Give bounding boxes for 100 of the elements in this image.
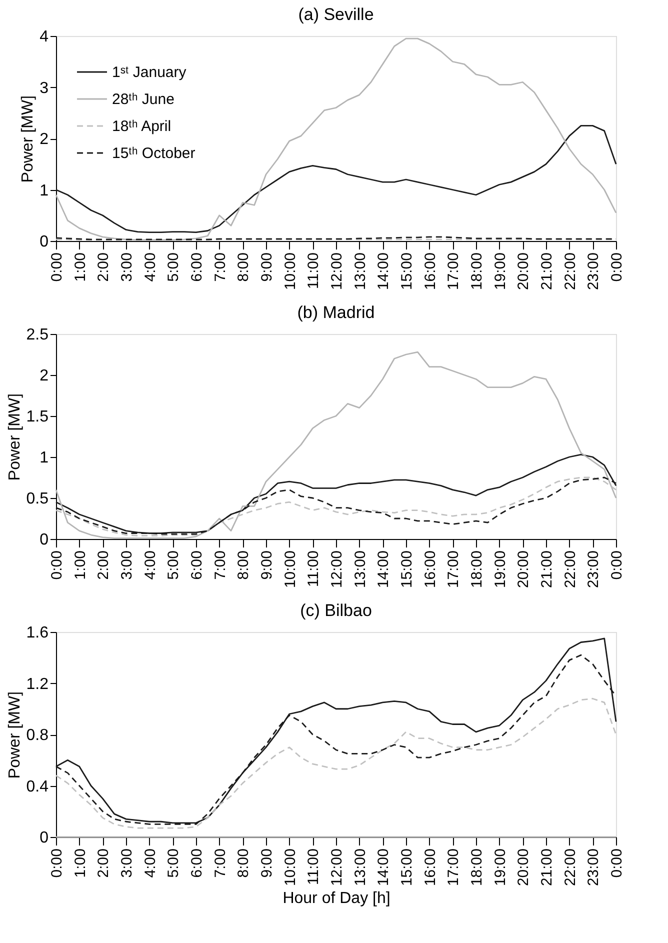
x-tick-label: 19:00: [492, 252, 509, 290]
x-tick-label: 2:00: [95, 252, 112, 282]
x-tick-label: 12:00: [328, 550, 346, 588]
x-tick-label: 17:00: [445, 252, 462, 290]
x-tick-label: 6:00: [188, 550, 206, 580]
y-tick-label: 1: [40, 450, 49, 466]
y-tick-label: 0.4: [26, 778, 49, 796]
x-tick-label: 7:00: [212, 252, 229, 282]
y-axis-title: Power [MW]: [20, 95, 37, 183]
x-tick-label: 16:00: [422, 550, 439, 588]
x-tick-label: 21:00: [538, 252, 556, 290]
x-tick-label: 3:00: [118, 848, 136, 878]
x-tick-label: 7:00: [212, 550, 229, 580]
x-tick-label: 21:00: [538, 550, 556, 588]
x-tick-label: 8:00: [235, 848, 252, 878]
x-tick-label: 0:00: [608, 848, 626, 878]
y-tick-label: 2: [40, 131, 49, 148]
y-tick-label: 0: [40, 830, 49, 846]
x-tick-label: 6:00: [188, 848, 206, 878]
x-tick-label: 18:00: [468, 848, 486, 886]
x-tick-label: 9:00: [258, 848, 276, 878]
x-tick-label: 19:00: [492, 848, 509, 886]
y-tick-label: 1.6: [26, 624, 49, 642]
y-tick-label: 1.2: [26, 676, 49, 693]
y-tick-label: 0: [40, 532, 49, 548]
x-tick-label: 5:00: [165, 550, 182, 580]
y-tick-label: 1.5: [26, 408, 49, 426]
x-tick-label: 13:00: [352, 252, 369, 290]
x-tick-label: 10:00: [282, 848, 299, 886]
y-tick-label: 0.5: [26, 490, 49, 508]
x-tick-label: 23:00: [585, 550, 602, 588]
x-tick-label: 14:00: [375, 848, 392, 886]
x-tick-label: 15:00: [398, 848, 416, 886]
x-tick-label: 1:00: [72, 252, 89, 282]
x-tick-label: 4:00: [142, 550, 159, 580]
y-tick-label: 3: [40, 80, 49, 97]
y-tick-label: 0: [40, 234, 49, 250]
x-tick-label: 2:00: [95, 848, 112, 878]
x-tick-label: 15:00: [398, 550, 416, 588]
y-tick-label: 4: [40, 28, 49, 46]
chart-title: (b) Madrid: [297, 303, 375, 322]
line-series: [55, 698, 617, 829]
y-axis-title: Power [MW]: [6, 393, 24, 481]
x-tick-label: 20:00: [515, 848, 532, 886]
x-tick-label: 13:00: [352, 848, 369, 886]
legend-label: 1ˢᵗ January: [112, 64, 187, 81]
chart-title: (c) Bilbao: [300, 601, 372, 620]
x-tick-label: 19:00: [492, 550, 509, 588]
legend-label: 28ᵗʰ June: [112, 91, 174, 108]
y-axis-title: Power [MW]: [6, 691, 24, 779]
x-axis-title: Hour of Day [h]: [282, 890, 390, 908]
x-tick-label: 11:00: [305, 550, 322, 587]
x-tick-label: 23:00: [585, 848, 602, 886]
x-tick-label: 1:00: [72, 550, 89, 580]
y-tick-label: 1: [40, 182, 49, 200]
x-tick-label: 13:00: [352, 550, 369, 588]
x-tick-label: 16:00: [422, 848, 439, 886]
x-tick-label: 2:00: [95, 550, 112, 580]
x-tick-label: 22:00: [562, 550, 579, 588]
x-tick-label: 0:00: [48, 550, 66, 580]
x-tick-label: 0:00: [608, 550, 626, 580]
x-tick-label: 3:00: [118, 550, 136, 580]
x-tick-label: 15:00: [398, 252, 416, 290]
x-tick-label: 5:00: [165, 252, 182, 282]
x-tick-label: 17:00: [445, 848, 462, 886]
x-tick-label: 1:00: [72, 848, 89, 878]
x-tick-label: 10:00: [282, 252, 299, 290]
x-tick-label: 9:00: [258, 550, 276, 580]
x-tick-label: 0:00: [608, 252, 626, 282]
legend-label: 18ᵗʰ April: [112, 118, 172, 135]
x-tick-label: 8:00: [235, 252, 252, 282]
x-tick-label: 12:00: [328, 848, 346, 886]
x-tick-label: 14:00: [375, 252, 392, 290]
x-tick-label: 23:00: [585, 252, 602, 290]
x-tick-label: 7:00: [212, 848, 229, 878]
x-tick-label: 6:00: [188, 252, 206, 282]
x-tick-label: 11:00: [305, 848, 322, 885]
x-tick-label: 21:00: [538, 848, 556, 886]
x-tick-label: 14:00: [375, 550, 392, 588]
x-tick-label: 18:00: [468, 252, 486, 290]
x-tick-label: 5:00: [165, 848, 182, 878]
x-tick-label: 17:00: [445, 550, 462, 588]
x-tick-label: 3:00: [118, 252, 136, 282]
chart-title: (a) Seville: [298, 5, 374, 24]
x-tick-label: 20:00: [515, 252, 532, 290]
y-tick-label: 2.5: [26, 326, 49, 344]
x-tick-label: 18:00: [468, 550, 486, 588]
x-tick-label: 0:00: [48, 252, 66, 282]
x-tick-label: 4:00: [142, 848, 159, 878]
x-tick-label: 11:00: [305, 252, 322, 289]
x-tick-label: 16:00: [422, 252, 439, 290]
x-tick-label: 22:00: [562, 848, 579, 886]
x-tick-label: 22:00: [562, 252, 579, 290]
x-tick-label: 10:00: [282, 550, 299, 588]
y-tick-label: 2: [40, 368, 49, 384]
y-tick-label: 0.8: [26, 727, 49, 744]
x-tick-label: 0:00: [48, 848, 66, 878]
x-tick-label: 9:00: [258, 252, 276, 282]
legend-label: 15ᵗʰ October: [112, 145, 196, 162]
x-tick-label: 20:00: [515, 550, 532, 588]
